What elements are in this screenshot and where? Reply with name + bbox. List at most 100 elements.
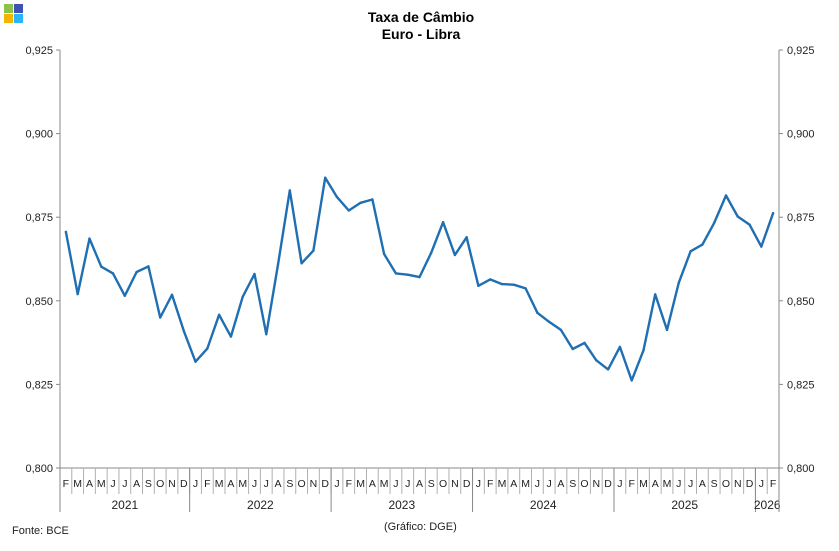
x-month-label: N [310, 478, 318, 490]
x-month-label: A [416, 478, 423, 490]
x-month-label: F [63, 478, 69, 490]
x-month-label: J [334, 478, 339, 490]
y-tick-label-right: 0,800 [787, 463, 815, 475]
source-note: Fonte: BCE [12, 525, 69, 537]
x-month-label: D [604, 478, 612, 490]
data-point [453, 253, 457, 257]
x-month-label: J [405, 478, 410, 490]
data-point [253, 272, 256, 276]
y-tick-label-left: 0,850 [25, 296, 53, 308]
data-point [477, 284, 480, 287]
x-month-label: S [569, 478, 576, 490]
data-point [76, 292, 79, 296]
x-month-label: J [759, 478, 764, 490]
data-point [583, 341, 586, 345]
x-year-label: 2024 [530, 498, 557, 512]
data-point [536, 311, 539, 315]
data-point [724, 194, 728, 197]
x-month-label: A [699, 478, 706, 490]
x-month-label: A [652, 478, 659, 490]
logo-square-blue [14, 4, 23, 13]
data-point [465, 236, 468, 239]
x-month-label: D [746, 478, 754, 490]
x-month-label: A [510, 478, 517, 490]
data-point [430, 251, 433, 254]
x-month-label: J [264, 478, 269, 490]
data-point [394, 272, 398, 275]
chart-title: Taxa de Câmbio [368, 9, 474, 25]
y-tick-label-left: 0,900 [25, 129, 53, 141]
x-month-label: O [439, 478, 447, 490]
data-point [100, 265, 103, 268]
data-point [748, 223, 751, 226]
logo-square-yellow [4, 14, 13, 23]
x-year-label: 2026 [754, 498, 781, 512]
x-month-label: F [487, 478, 493, 490]
x-month-label: M [215, 478, 224, 490]
x-month-label: F [770, 478, 776, 490]
data-point [524, 287, 527, 290]
data-point [500, 282, 504, 286]
data-point [111, 272, 115, 275]
data-point [300, 262, 303, 265]
x-month-label: J [476, 478, 481, 490]
x-month-label: A [133, 478, 140, 490]
data-point [642, 349, 645, 352]
y-tick-label-right: 0,925 [787, 45, 815, 57]
x-month-label: D [321, 478, 329, 490]
data-point [229, 335, 233, 338]
data-point [630, 379, 633, 382]
y-tick-label-right: 0,900 [787, 129, 815, 141]
data-point [170, 293, 174, 296]
data-point [241, 295, 244, 298]
x-month-label: M [73, 478, 82, 490]
x-month-label: J [617, 478, 622, 490]
series-layer [64, 176, 775, 382]
x-month-label: S [145, 478, 152, 490]
x-month-label: S [711, 478, 718, 490]
series-line-euro-libra [64, 176, 775, 382]
x-month-label: O [156, 478, 164, 490]
x-month-label: M [639, 478, 648, 490]
data-point [559, 328, 563, 332]
x-month-label: S [428, 478, 435, 490]
data-point [88, 237, 91, 240]
data-point [135, 270, 138, 274]
data-point [359, 201, 362, 205]
data-point [382, 252, 386, 256]
data-point [571, 347, 574, 351]
axes: 0,800 0,800 0,825 0,825 0,850 0,850 0,875 0,875… [25, 45, 814, 475]
data-point [206, 347, 209, 350]
data-point [158, 316, 162, 319]
x-month-label: A [275, 478, 282, 490]
data-point [654, 293, 657, 296]
x-month-label: O [722, 478, 730, 490]
data-point [418, 275, 421, 279]
y-tick-label-right: 0,850 [787, 296, 815, 308]
x-month-label: M [498, 478, 507, 490]
data-point [595, 359, 598, 362]
x-month-label: D [463, 478, 471, 490]
x-month-label: N [734, 478, 742, 490]
data-point [701, 243, 704, 246]
data-point [347, 209, 350, 212]
x-month-label: J [547, 478, 552, 490]
x-month-label: A [557, 478, 564, 490]
x-month-label: N [593, 478, 601, 490]
x-month-label: M [97, 478, 106, 490]
x-month-label: J [122, 478, 127, 490]
x-month-label: D [180, 478, 188, 490]
logo-square-green [4, 4, 13, 13]
data-point [618, 345, 622, 349]
y-tick-label-left: 0,825 [25, 379, 53, 391]
x-month-label: J [252, 478, 257, 490]
x-month-label: J [193, 478, 198, 490]
data-point [324, 176, 327, 179]
y-tick-label-left: 0,875 [25, 212, 53, 224]
data-point [123, 294, 127, 297]
data-point [736, 215, 739, 218]
data-point [677, 281, 681, 284]
x-month-label: J [393, 478, 398, 490]
y-tick-label-left: 0,800 [25, 463, 53, 475]
